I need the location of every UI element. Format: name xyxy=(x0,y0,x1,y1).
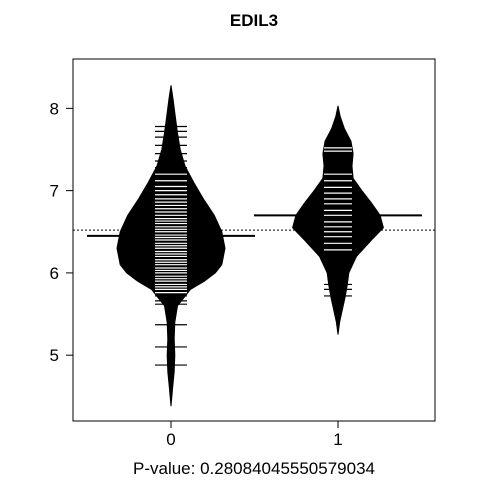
y-tick-label-8: 8 xyxy=(50,99,59,118)
plot-frame xyxy=(72,58,436,422)
x-axis-label: P-value: 0.28084045550579034 xyxy=(133,459,375,478)
y-axis: 5 6 7 8 xyxy=(50,99,73,365)
y-tick-label-5: 5 xyxy=(50,346,59,365)
x-tick-label-1: 1 xyxy=(333,430,342,449)
x-tick-label-0: 0 xyxy=(166,430,175,449)
chart-title: EDIL3 xyxy=(230,11,278,30)
y-tick-label-6: 6 xyxy=(50,264,59,283)
plot-area xyxy=(72,58,436,422)
bean-1 xyxy=(292,105,384,335)
y-tick-label-7: 7 xyxy=(50,182,59,201)
